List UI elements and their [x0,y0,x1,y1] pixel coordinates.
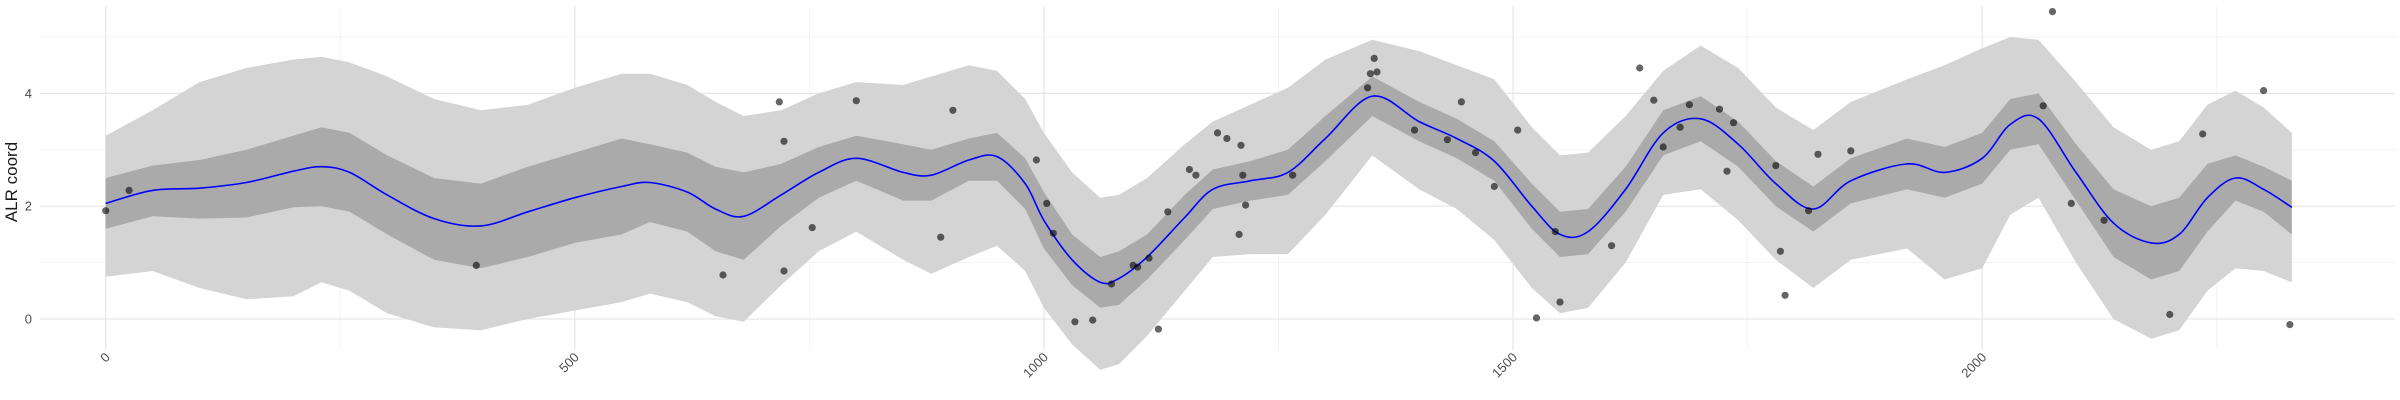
x-tick-label: 0 [97,350,113,366]
data-point [1213,129,1222,137]
data-point [1373,68,1381,76]
data-point [2199,130,2207,138]
data-point [949,106,957,114]
confidence-bands [105,37,2292,370]
data-point [1715,105,1724,113]
data-point [719,271,727,279]
data-point [1805,207,1813,215]
data-point [1514,126,1522,134]
data-point [1164,208,1172,216]
data-point [1089,316,1097,324]
x-tick-label: 1000 [1020,350,1051,381]
data-point [780,137,788,145]
data-point [1223,134,1231,143]
data-point [2100,216,2108,224]
data-point [1071,318,1079,326]
x-tick-label: 2000 [1958,350,1989,381]
data-point [1471,149,1480,157]
data-point [1237,141,1245,149]
y-tick-label: 0 [25,312,32,327]
data-point [1490,182,1498,191]
data-point [1134,263,1142,271]
data-point [1650,96,1658,104]
data-point [1814,150,1822,158]
data-point [1659,143,1667,151]
y-axis-ticks: 0 2 4 [25,86,32,327]
data-point [1145,254,1153,262]
data-point [1781,291,1789,299]
data-point [1776,247,1784,255]
inner-interval-band [105,76,2292,308]
data-point [2048,8,2057,16]
data-point [1043,199,1051,207]
y-tick-label: 4 [25,86,32,101]
data-point [1370,54,1378,63]
data-point [1032,156,1040,164]
data-point [1366,70,1374,78]
data-point [125,186,133,194]
data-point [1729,119,1738,127]
data-point [2260,87,2268,95]
data-point [1608,242,1616,250]
data-point [2286,321,2294,329]
data-point [2039,102,2047,110]
data-point [1457,98,1465,106]
data-point [1410,126,1419,134]
data-point [1636,64,1644,72]
data-point [1556,298,1564,306]
data-point [1551,228,1559,236]
data-point [1676,123,1684,131]
y-tick-label: 2 [25,199,32,214]
fit-line-layer [105,95,2293,285]
data-point [1847,147,1855,155]
data-point [1107,280,1116,288]
data-point [937,233,945,241]
data-point [1192,171,1200,179]
x-tick-label: 500 [556,350,582,376]
data-point [472,261,480,269]
data-point [808,224,816,232]
data-point [2067,199,2075,207]
data-point [102,207,110,215]
data-point [1049,229,1057,237]
data-point [2166,310,2174,319]
data-points [102,8,2294,333]
fit-line [105,95,2293,285]
data-point [1154,325,1162,333]
x-axis-ticks: 0 500 1000 1500 2000 [97,350,1989,381]
data-point [780,267,788,275]
data-point [1242,201,1250,209]
data-point [1443,136,1451,144]
data-point [775,98,783,106]
data-point [852,97,860,105]
data-point [1772,162,1780,170]
data-point [1723,167,1731,175]
data-point [1239,171,1247,179]
y-axis-label: ALR coord [2,142,21,222]
data-point [1289,171,1297,179]
data-point [1685,101,1693,109]
x-tick-label: 1500 [1489,350,1520,381]
data-point [1185,165,1193,174]
data-point [1532,314,1541,322]
data-point [1364,84,1372,92]
data-point [1235,230,1243,238]
